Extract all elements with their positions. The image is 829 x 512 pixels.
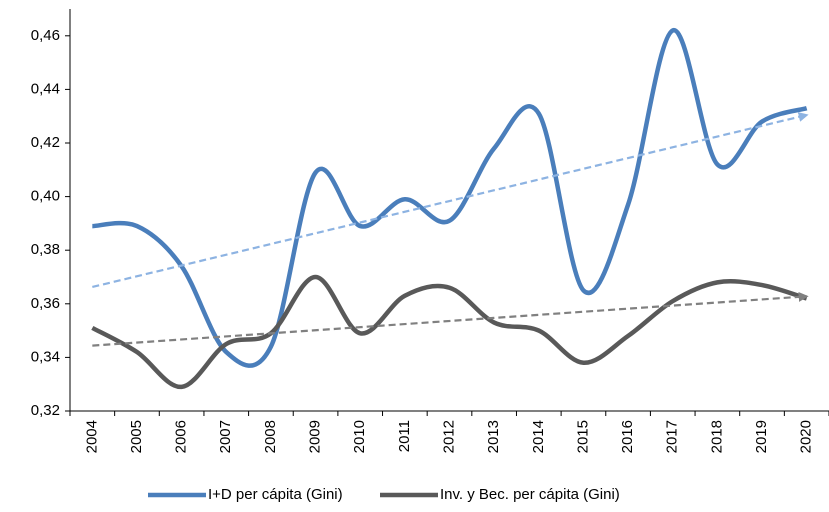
series-line xyxy=(92,28,808,368)
x-tick-label: 2018 xyxy=(708,420,725,453)
y-tick-label: 0,40 xyxy=(31,188,60,205)
y-tick-label: 0,34 xyxy=(31,348,60,365)
y-tick-label: 0,32 xyxy=(31,402,60,419)
x-tick-label: 2017 xyxy=(664,420,681,453)
x-tick-label: 2005 xyxy=(128,420,145,453)
x-tick-label: 2010 xyxy=(351,420,368,453)
series-line xyxy=(91,274,808,390)
x-tick-label: 2006 xyxy=(173,420,190,453)
trend-line xyxy=(92,291,809,347)
x-tick-label: 2019 xyxy=(753,420,770,453)
x-tick-label: 2012 xyxy=(440,420,457,453)
y-tick-label: 0,36 xyxy=(31,295,60,312)
x-tick-label: 2013 xyxy=(485,420,502,453)
x-tick-label: 2008 xyxy=(262,420,279,453)
y-tick-label: 0,42 xyxy=(31,134,60,151)
x-tick-label: 2007 xyxy=(217,420,234,453)
x-tick-label: 2009 xyxy=(307,420,324,453)
y-tick-label: 0,46 xyxy=(31,27,60,44)
x-tick-label: 2004 xyxy=(83,420,100,453)
trend-line xyxy=(92,112,809,289)
x-tick-label: 2020 xyxy=(798,420,815,453)
legend-label: I+D per cápita (Gini) xyxy=(208,486,343,503)
x-tick-label: 2014 xyxy=(530,420,547,453)
y-tick-label: 0,44 xyxy=(31,80,60,97)
x-tick-label: 2016 xyxy=(619,420,636,453)
legend-label: Inv. y Bec. per cápita (Gini) xyxy=(440,486,620,503)
x-tick-label: 2015 xyxy=(574,420,591,453)
x-tick-label: 2011 xyxy=(396,420,413,452)
y-tick-label: 0,38 xyxy=(31,241,60,258)
